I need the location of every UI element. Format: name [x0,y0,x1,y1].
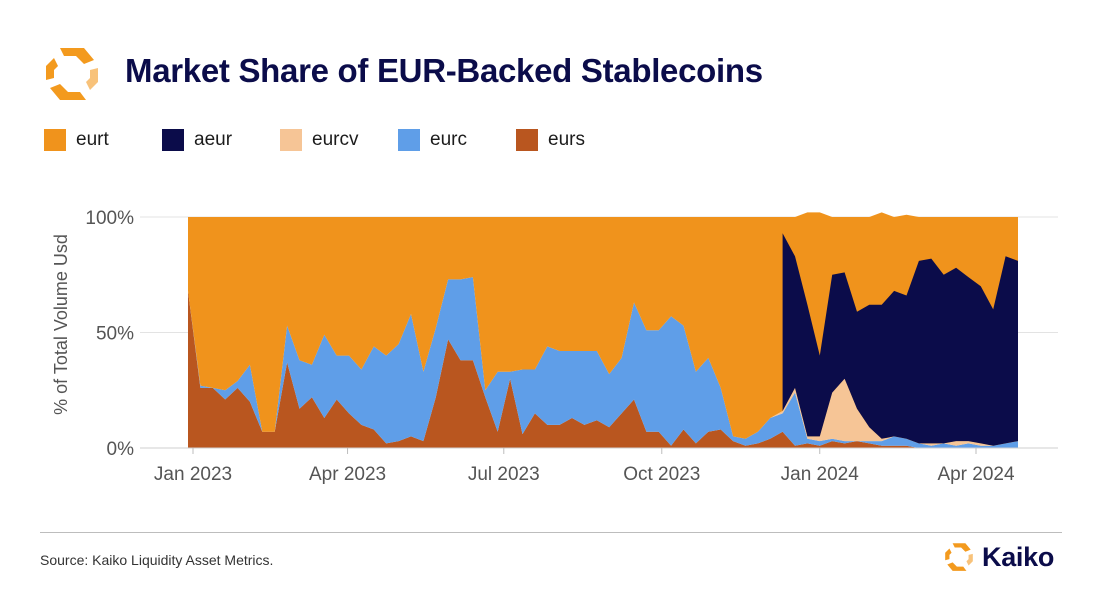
legend-swatch-eurcv [280,129,302,151]
area-series-eurs [188,290,1018,448]
legend-label: aeur [194,129,233,150]
x-tick-label: Apr 2024 [937,464,1015,485]
legend-item-aeur: aeur [162,129,280,151]
legend-item-eurc: eurc [398,129,516,151]
source-note: Source: Kaiko Liquidity Asset Metrics. [40,552,274,568]
logo-segment [947,562,967,571]
legend-label: eurt [76,129,109,150]
y-tick-label: 50% [96,324,134,345]
logo-segment [86,68,98,90]
kaiko-small-logo-icon [945,543,973,571]
brand-name: Kaiko [982,541,1055,572]
legend-label: eurc [430,129,467,150]
logo-segment [945,548,952,561]
kaiko-logo-icon [46,48,98,100]
y-axis-label: % of Total Volume Usd [51,234,71,415]
legend-swatch-eurt [44,129,66,151]
legend-swatch-eurs [516,129,538,151]
area-series-eurc [188,277,1018,448]
x-tick-label: Jan 2023 [154,464,232,485]
x-tick-label: Jul 2023 [468,464,540,485]
page-title: Market Share of EUR-Backed Stablecoins [125,52,763,89]
area-series-aeur [782,233,1018,446]
chart-legend: eurt aeur eurcv eurc eurs [44,129,634,151]
legend-item-eurt: eurt [44,129,162,151]
footer-brand: Kaiko [942,540,1054,574]
legend-label: eurs [548,129,585,150]
legend-label: eurcv [312,129,359,150]
logo-segment [60,48,94,64]
x-tick-label: Jan 2024 [781,464,860,485]
footer-divider [40,532,1062,533]
logo-segment [966,553,973,566]
legend-swatch-aeur [162,129,184,151]
logo-segment [50,84,86,100]
logo-segment [952,543,971,552]
y-tick-label: 0% [107,439,135,460]
legend-swatch-eurc [398,129,420,151]
legend-item-eurs: eurs [516,129,634,151]
logo-shape [46,48,98,100]
y-tick-label: 100% [85,208,134,229]
header [40,42,104,106]
x-tick-label: Oct 2023 [623,464,700,485]
legend-item-eurcv: eurcv [280,129,398,151]
x-tick-label: Apr 2023 [309,464,386,485]
logo-segment [46,58,58,80]
logo-shape [945,543,973,571]
